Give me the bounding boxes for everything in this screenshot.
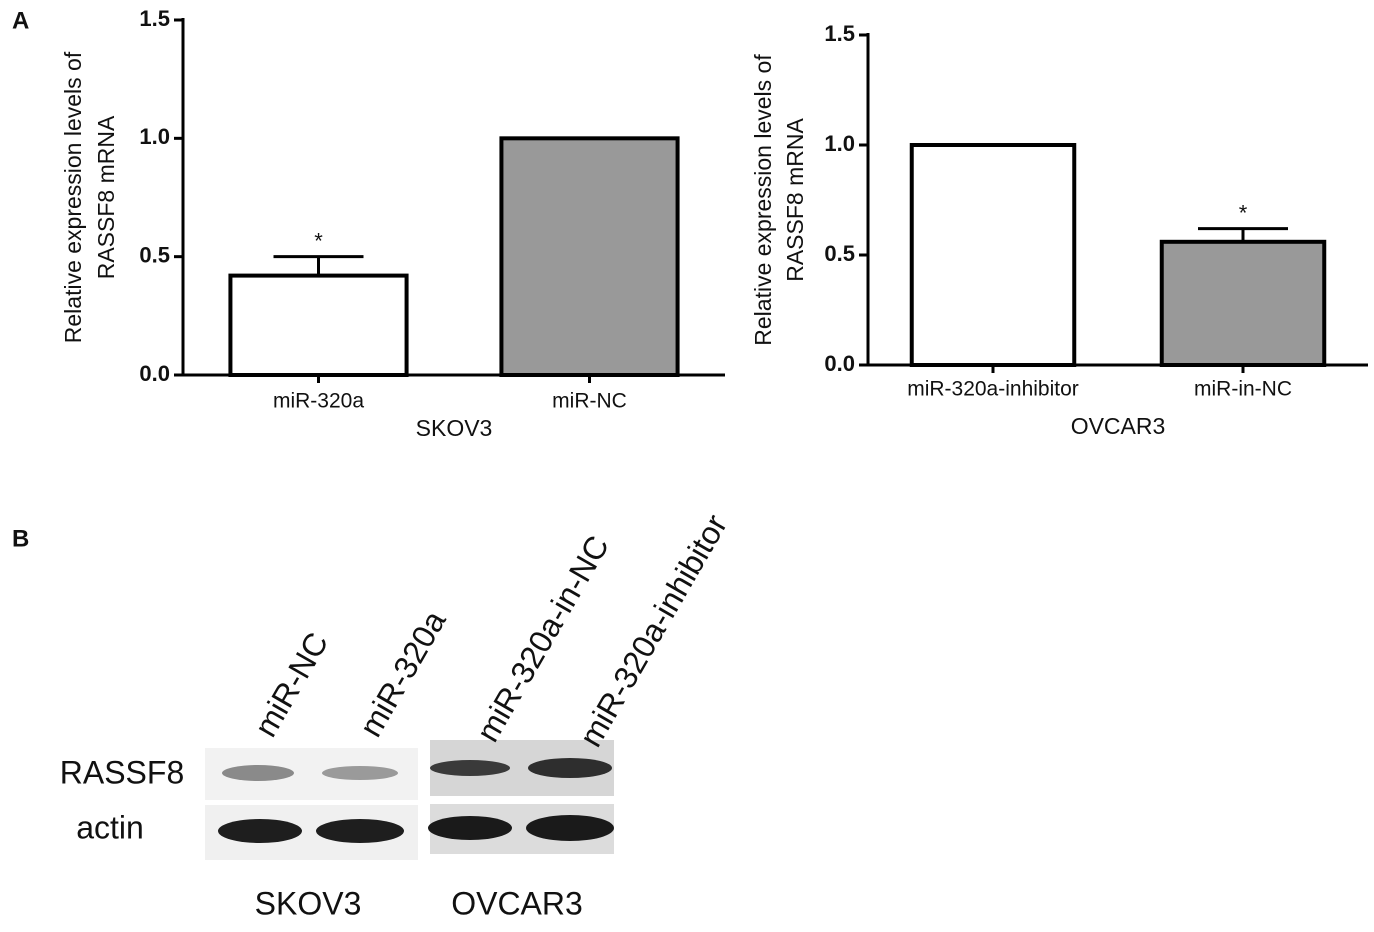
panel-label: A bbox=[12, 7, 29, 34]
lane-label: miR-320a bbox=[352, 604, 453, 742]
x-tick-label: miR-in-NC bbox=[1194, 378, 1292, 401]
significance-label: * bbox=[314, 228, 323, 253]
y-tick-label: 1.5 bbox=[824, 21, 855, 46]
y-tick-label: 0.0 bbox=[824, 351, 855, 376]
y-axis-label: Relative expression levels of bbox=[750, 54, 776, 346]
y-tick-label: 1.5 bbox=[139, 6, 170, 31]
x-tick-label: miR-320a-inhibitor bbox=[907, 378, 1079, 401]
x-tick-label: miR-320a bbox=[273, 390, 364, 413]
y-tick-label: 1.0 bbox=[139, 124, 170, 149]
x-tick-label: miR-NC bbox=[552, 390, 627, 413]
y-tick-label: 0.5 bbox=[824, 241, 855, 266]
y-axis-label: RASSF8 mRNA bbox=[782, 118, 808, 282]
group-label: OVCAR3 bbox=[451, 885, 583, 921]
group-label: SKOV3 bbox=[255, 885, 362, 921]
blot-image bbox=[205, 740, 614, 860]
bar bbox=[1159, 239, 1327, 367]
lane-label: miR-NC bbox=[247, 626, 335, 743]
bar bbox=[228, 273, 409, 378]
bar bbox=[499, 136, 680, 377]
row-label: RASSF8 bbox=[60, 754, 184, 790]
y-axis-label: RASSF8 mRNA bbox=[93, 115, 119, 279]
panel-label: B bbox=[12, 525, 29, 552]
row-label: actin bbox=[76, 809, 144, 845]
significance-label: * bbox=[1239, 200, 1248, 225]
y-tick-label: 1.0 bbox=[824, 131, 855, 156]
x-axis-label: OVCAR3 bbox=[1071, 413, 1166, 439]
x-axis-label: SKOV3 bbox=[416, 415, 493, 441]
bar bbox=[909, 143, 1077, 367]
y-tick-label: 0.5 bbox=[139, 242, 170, 267]
y-axis-label: Relative expression levels of bbox=[60, 51, 86, 343]
y-tick-label: 0.0 bbox=[139, 361, 170, 386]
